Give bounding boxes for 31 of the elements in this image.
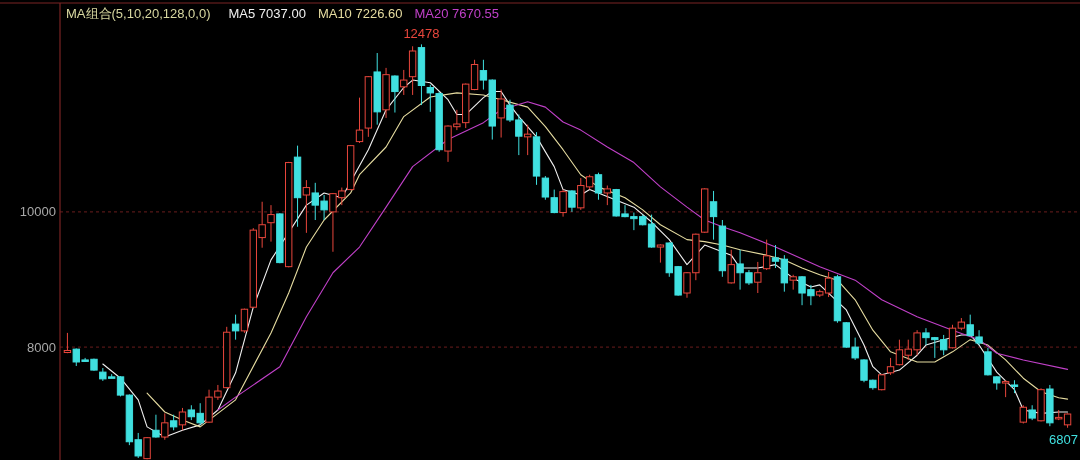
- candlestick: [975, 329, 983, 346]
- candlestick: [727, 249, 735, 285]
- candlestick: [523, 124, 532, 156]
- candlestick: [603, 185, 612, 206]
- y-tick-label: 8000: [27, 339, 56, 355]
- candlestick: [497, 89, 505, 139]
- candlestick: [240, 308, 249, 334]
- candlestick: [568, 189, 576, 213]
- candlestick: [771, 244, 780, 269]
- candlestick: [161, 412, 169, 441]
- candlestick: [267, 204, 275, 243]
- candlestick: [559, 189, 567, 218]
- candlestick: [984, 347, 992, 376]
- candlestick: [391, 74, 399, 114]
- candlestick: [400, 69, 408, 96]
- candlestick: [178, 407, 187, 431]
- candlestick: [594, 172, 603, 201]
- candlestick: [231, 314, 240, 341]
- annotation: 6807: [1049, 431, 1078, 447]
- candlestick: [780, 254, 789, 293]
- y-tick-label: 10000: [19, 204, 56, 220]
- candlestick: [754, 261, 762, 294]
- candlestick: [762, 239, 771, 271]
- chart-title: MA组合(5,10,20,128,0,0): [66, 6, 211, 21]
- candlestick: [152, 414, 160, 439]
- legend: MA5 7037.00 MA10 7226.60 MA20 7670.55: [228, 6, 500, 21]
- annotation: 12478: [403, 26, 440, 42]
- candlestick: [302, 179, 311, 234]
- candlestick: [709, 190, 718, 241]
- candlestick: [355, 97, 364, 144]
- candlestick: [656, 243, 665, 264]
